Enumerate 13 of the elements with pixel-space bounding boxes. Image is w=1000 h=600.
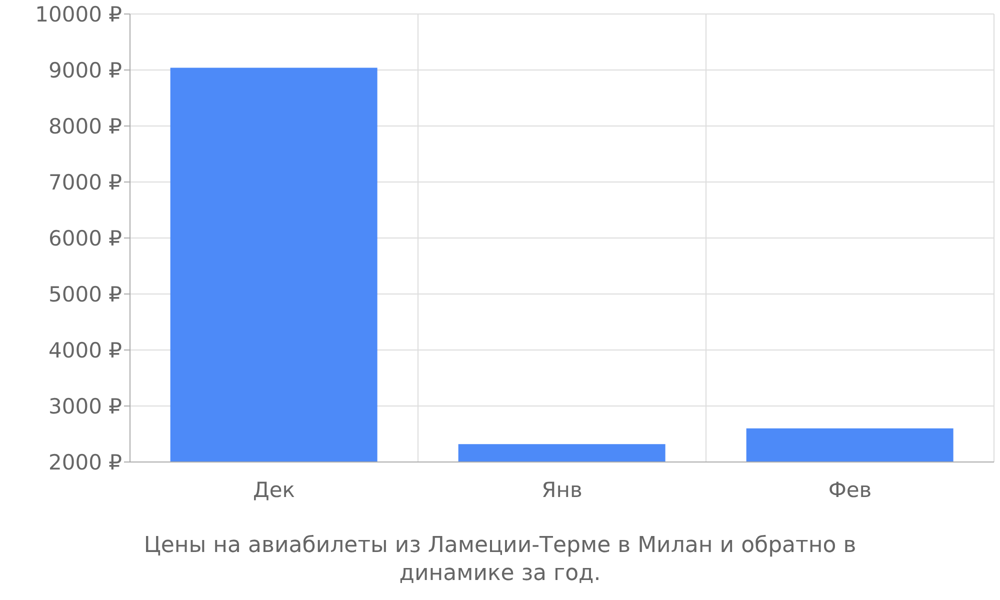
x-tick-label: Фев (828, 478, 872, 502)
text: Цены на авиабилеты из Ламеции-Терме в Милан и обратно в динамике за год. (142, 532, 858, 588)
y-tick-label: 8000 ₽ (48, 114, 122, 138)
y-tick-label: 3000 ₽ (48, 394, 122, 418)
y-tick-label: 2000 ₽ (48, 450, 122, 474)
y-tick-label: 4000 ₽ (48, 338, 122, 362)
y-tick-label: 6000 ₽ (48, 226, 122, 250)
x-tick-label: Янв (542, 478, 582, 502)
y-tick-label: 9000 ₽ (48, 58, 122, 82)
y-tick-label: 10000 ₽ (35, 2, 122, 26)
x-tick-label: Дек (252, 478, 296, 502)
y-tick-label: 7000 ₽ (48, 170, 122, 194)
y-tick-label: 5000 ₽ (48, 282, 122, 306)
